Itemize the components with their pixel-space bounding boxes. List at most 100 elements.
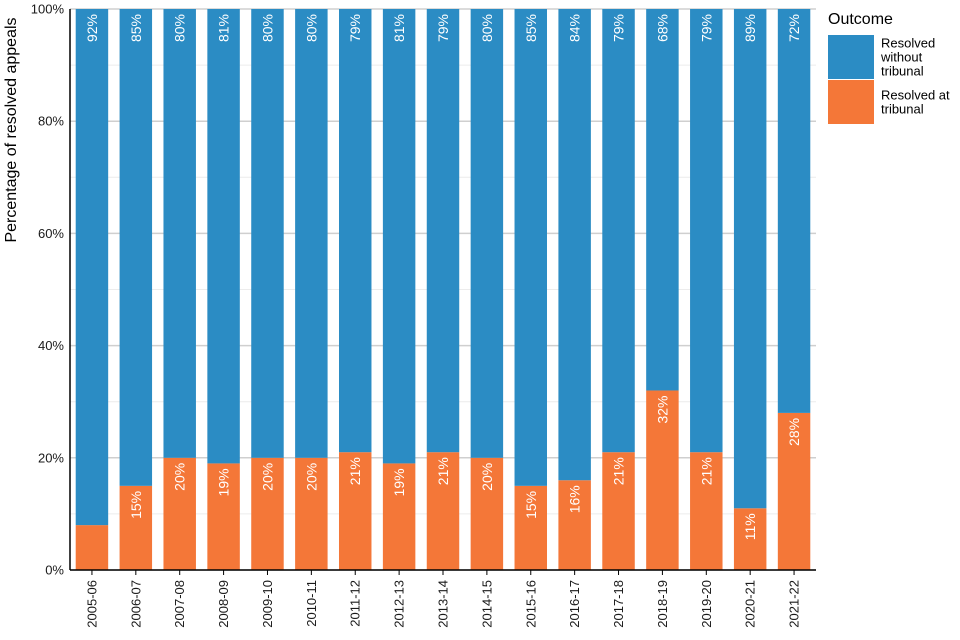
bar-without-tribunal	[382, 9, 416, 464]
bar-value-label: 21%	[611, 457, 627, 485]
bar-without-tribunal	[690, 9, 723, 453]
bar-at-tribunal	[251, 457, 284, 570]
y-tick-label: 40%	[38, 338, 64, 353]
x-tick-label: 2014-15	[479, 580, 494, 628]
bar-value-label: 28%	[786, 418, 802, 446]
x-tick-label: 2009-10	[260, 580, 275, 628]
bar-without-tribunal	[295, 9, 328, 458]
y-tick-label: 80%	[38, 114, 64, 129]
x-tick-label: 2011-12	[348, 580, 363, 627]
x-tick-label: 2010-11	[304, 580, 319, 627]
bar-value-label: 15%	[523, 491, 539, 519]
bar-value-label: 20%	[172, 463, 188, 491]
y-tick-label: 60%	[38, 226, 64, 241]
bar-at-tribunal	[690, 452, 723, 570]
bar-without-tribunal	[251, 9, 284, 458]
bar-value-label: 79%	[698, 14, 714, 42]
bar-without-tribunal	[338, 9, 372, 453]
bar-value-label: 15%	[128, 491, 144, 519]
bar-value-label: 21%	[347, 457, 363, 485]
bar-at-tribunal	[470, 457, 504, 570]
legend-title: Outcome	[828, 11, 893, 28]
legend-label: tribunal	[881, 102, 924, 117]
x-tick-label: 2020-21	[743, 580, 758, 628]
bar-without-tribunal	[207, 9, 240, 464]
bar-value-label: 79%	[611, 14, 627, 42]
x-tick-label: 2013-14	[436, 580, 451, 628]
x-tick-label: 2008-09	[216, 580, 231, 628]
bar-value-label: 85%	[128, 14, 144, 42]
x-tick-label: 2017-18	[611, 580, 626, 628]
legend-swatch	[828, 35, 874, 79]
bar-value-label: 80%	[172, 14, 188, 42]
x-tick-label: 2018-19	[655, 580, 670, 628]
legend: Outcome ResolvedwithouttribunalResolved …	[828, 11, 950, 124]
bar-at-tribunal	[295, 457, 328, 570]
bar-at-tribunal	[207, 463, 240, 570]
bar-value-label: 80%	[479, 14, 495, 42]
bar-at-tribunal	[338, 452, 372, 570]
bar-value-label: 16%	[567, 485, 583, 513]
bar-value-label: 32%	[654, 395, 670, 423]
bar-without-tribunal	[119, 9, 153, 486]
bar-value-label: 89%	[742, 14, 758, 42]
x-tick-label: 2012-13	[392, 580, 407, 628]
bar-at-tribunal	[514, 485, 548, 570]
bar-without-tribunal	[514, 9, 548, 486]
bar-value-label: 21%	[435, 457, 451, 485]
bar-without-tribunal	[733, 9, 767, 509]
bar-without-tribunal	[470, 9, 504, 458]
bar-at-tribunal	[558, 480, 591, 570]
bar-at-tribunal	[646, 390, 679, 570]
legend-label: Resolved	[881, 36, 935, 51]
bar-value-label: 80%	[259, 14, 275, 42]
bar-value-label: 21%	[698, 457, 714, 485]
bar-value-label: 81%	[391, 14, 407, 42]
y-tick-label: 0%	[45, 563, 64, 578]
bar-value-label: 81%	[216, 14, 232, 42]
bar-at-tribunal	[163, 457, 196, 570]
bar-value-label: 72%	[786, 14, 802, 42]
y-axis-title: Percentage of resolved appeals	[3, 17, 20, 242]
bar-without-tribunal	[602, 9, 635, 453]
bar-at-tribunal	[119, 485, 153, 570]
bar-value-label: 84%	[567, 14, 583, 42]
bar-without-tribunal	[777, 9, 811, 413]
bar-at-tribunal	[777, 412, 811, 570]
bar-value-label: 68%	[654, 14, 670, 42]
bar-value-label: 92%	[84, 14, 100, 42]
bar-value-label: 20%	[479, 463, 495, 491]
bar-at-tribunal	[75, 525, 109, 570]
bar-value-label: 80%	[303, 14, 319, 42]
y-tick-label: 100%	[31, 2, 65, 17]
x-tick-label: 2007-08	[172, 580, 187, 628]
axes: 0% 20% 40% 60% 80% 100% 2005-06 2006-07 2007-08 2…	[31, 2, 816, 628]
bar-without-tribunal	[558, 9, 591, 481]
x-tick-label: 2019-20	[699, 580, 714, 628]
bar-at-tribunal	[602, 452, 635, 570]
bar-value-label: 20%	[259, 463, 275, 491]
bar-at-tribunal	[733, 508, 767, 570]
bar-without-tribunal	[163, 9, 196, 458]
x-tick-label: 2016-17	[567, 580, 582, 628]
x-tick-label: 2021-22	[787, 580, 802, 628]
bar-value-label: 11%	[742, 513, 758, 540]
bar-without-tribunal	[75, 9, 109, 526]
bar-at-tribunal	[382, 463, 416, 570]
bar-value-label: 79%	[435, 14, 451, 42]
bars: 92% 15% 85% 20% 80% 19% 81% 20% 80% 20% 80% 21% 79% 1…	[75, 9, 811, 570]
bar-without-tribunal	[426, 9, 460, 453]
bar-without-tribunal	[646, 9, 679, 391]
legend-swatch	[828, 80, 874, 124]
x-tick-label: 2005-06	[84, 580, 99, 628]
x-tick-label: 2006-07	[128, 580, 143, 628]
legend-label: tribunal	[881, 64, 924, 79]
bar-value-label: 85%	[523, 14, 539, 42]
bar-value-label: 20%	[303, 463, 319, 491]
bar-at-tribunal	[426, 452, 460, 570]
legend-label: Resolved at	[881, 88, 950, 103]
y-tick-label: 20%	[38, 450, 64, 465]
x-tick-label: 2015-16	[523, 580, 538, 628]
bar-value-label: 19%	[391, 468, 407, 496]
